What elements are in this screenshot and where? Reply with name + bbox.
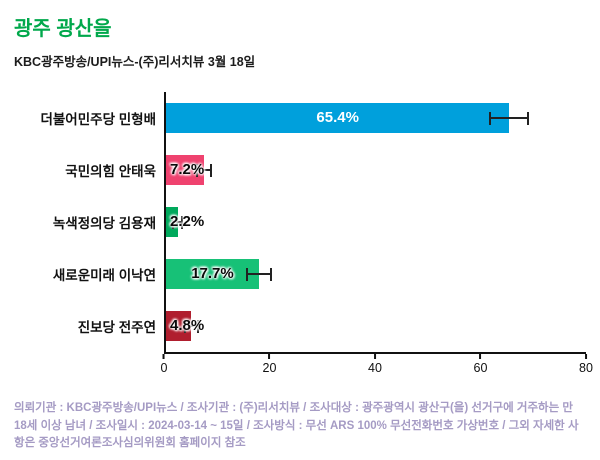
category-label: 녹색정의당 김용재 <box>52 216 156 231</box>
bar-row: 65.4% <box>166 92 586 144</box>
error-bar <box>183 320 199 333</box>
bar-row: 4.8% <box>166 300 586 352</box>
survey-source-subtitle: KBC광주방송/UPI뉴스-(주)리서치뷰 3월 18일 <box>14 55 256 69</box>
category-label: 진보당 전주연 <box>77 320 156 335</box>
plot-area-wrapper: 65.4% 7.2% 2.2% 17.7% 4.8% 0 20 40 60 80 <box>161 92 593 382</box>
page-title: 광주 광산을 <box>14 18 112 40</box>
x-tick-label: 0 <box>161 354 168 375</box>
x-tick-label: 40 <box>368 354 382 375</box>
category-label: 더불어민주당 민형배 <box>40 112 156 127</box>
x-tick-label: 60 <box>474 354 488 375</box>
error-bar <box>171 216 184 229</box>
bar <box>166 259 259 289</box>
category-label: 국민의힘 안태욱 <box>65 164 156 179</box>
bar-row: 2.2% <box>166 196 586 248</box>
bar-row: 7.2% <box>166 144 586 196</box>
value-label: 4.8% <box>170 317 205 334</box>
bar <box>166 103 510 133</box>
error-bar <box>195 164 212 177</box>
survey-details-footnote: 의뢰기관 : KBC광주방송/UPI뉴스 / 조사기관 : (주)리서치뷰 / … <box>14 402 579 449</box>
plot-area: 65.4% 7.2% 2.2% 17.7% 4.8% <box>164 92 586 354</box>
error-bar <box>246 268 272 281</box>
value-label: 65.4% <box>316 109 359 126</box>
x-tick-label: 80 <box>579 354 593 375</box>
value-label: 2.2% <box>170 213 205 230</box>
x-axis: 0 20 40 60 80 <box>161 354 593 382</box>
value-label: 17.7% <box>191 265 234 282</box>
x-tick-label: 20 <box>263 354 277 375</box>
category-label: 새로운미래 이낙연 <box>52 268 156 283</box>
error-bar <box>489 112 530 125</box>
bar-row: 17.7% <box>166 248 586 300</box>
value-label: 7.2% <box>170 161 205 178</box>
